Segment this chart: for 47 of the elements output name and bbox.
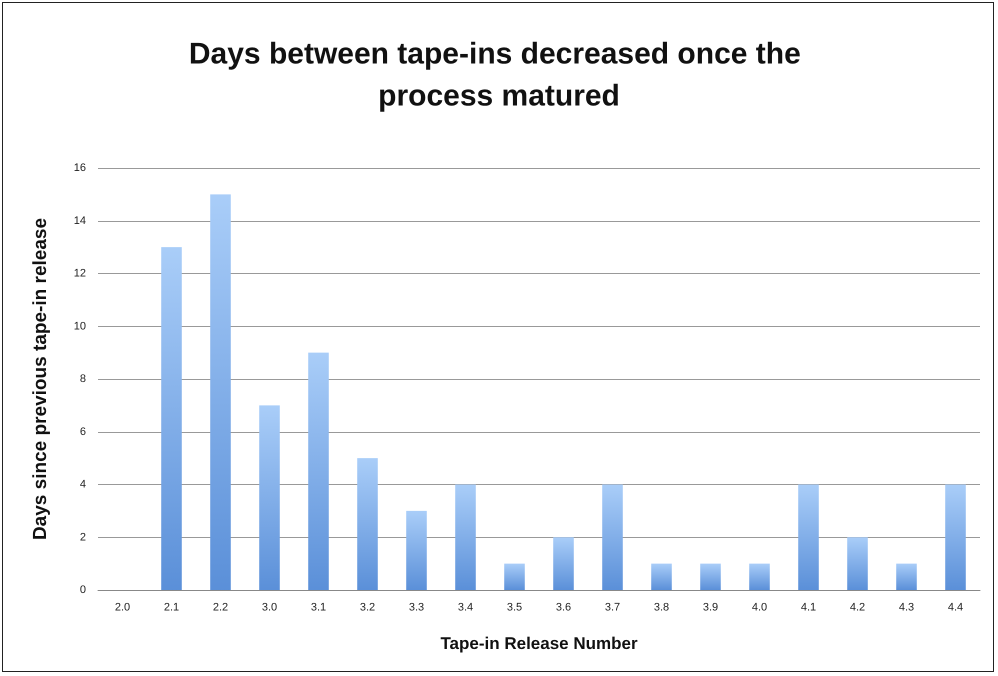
x-tick-label: 3.6: [556, 602, 572, 614]
x-tick-label: 3.8: [654, 602, 670, 614]
y-tick-label: 2: [80, 531, 86, 544]
x-tick-label: 3.9: [702, 602, 718, 614]
bar: [700, 564, 721, 590]
bar: [553, 537, 574, 590]
x-tick-label: 4.1: [800, 602, 816, 614]
bar: [308, 352, 329, 590]
bar: [749, 564, 770, 590]
bar: [847, 537, 868, 590]
x-tick-label: 2.2: [212, 602, 228, 614]
bar: [651, 564, 672, 590]
x-tick-label: 3.4: [458, 602, 474, 614]
y-tick-label: 0: [80, 584, 86, 596]
y-tick-label: 8: [80, 373, 86, 385]
chart-title: Days between tape-ins decreased once the process matured: [188, 38, 810, 112]
y-tick-label: 12: [74, 268, 86, 280]
bar: [406, 510, 427, 590]
bar: [504, 564, 525, 590]
y-tick-label: 6: [80, 426, 86, 438]
y-tick-label: 4: [80, 478, 86, 490]
x-tick-label: 2.1: [164, 602, 180, 614]
x-tick-label: 4.4: [948, 602, 964, 614]
bar: [210, 194, 231, 590]
bar: [945, 484, 966, 590]
x-tick-label: 3.5: [506, 602, 522, 614]
bar: [602, 484, 623, 590]
bar: [259, 405, 280, 590]
x-tick-label: 3.2: [360, 602, 376, 614]
y-axis-title: Days since previous tape-in release: [30, 218, 51, 540]
bar: [357, 458, 378, 590]
x-tick-label: 4.3: [898, 602, 914, 614]
x-tick-label: 3.1: [310, 602, 326, 614]
x-tick-label: 3.3: [408, 602, 424, 614]
y-tick-label: 10: [74, 320, 86, 332]
x-tick-label: 4.0: [752, 602, 768, 614]
x-tick-label: 4.2: [850, 602, 866, 614]
bar: [798, 484, 819, 590]
y-tick-label: 14: [74, 214, 86, 227]
bar: [161, 247, 182, 590]
x-tick-label: 3.7: [604, 602, 620, 614]
y-tick-label: 16: [74, 162, 86, 174]
x-tick-label: 3.0: [262, 602, 278, 614]
x-tick-label: 2.0: [114, 602, 130, 614]
bar: [896, 564, 917, 590]
bar: [455, 484, 476, 590]
x-axis-title: Tape-in Release Number: [440, 634, 638, 653]
